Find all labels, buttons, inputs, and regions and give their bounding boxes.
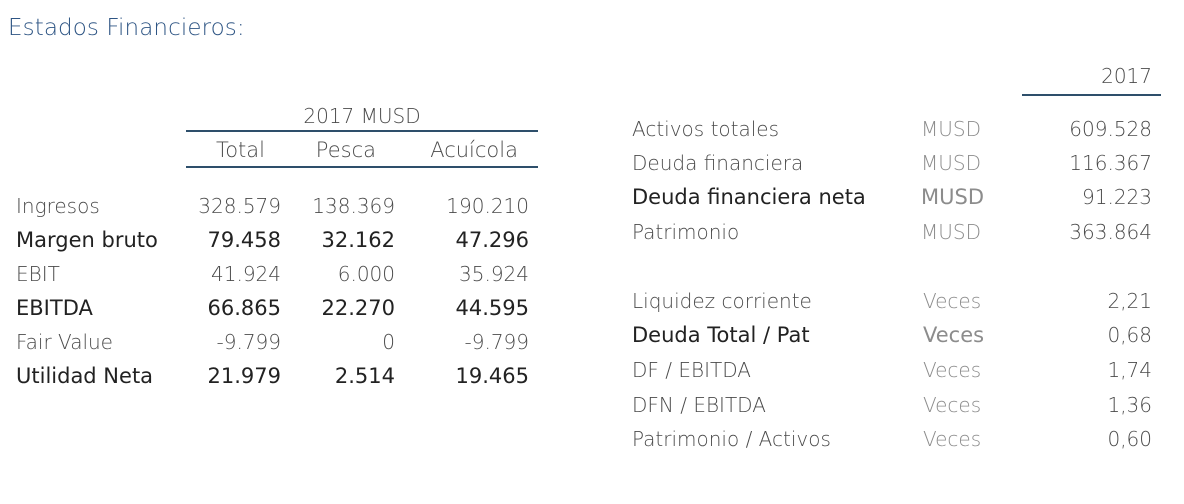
row-label: Utilidad Neta: [16, 364, 154, 388]
indicator-label: Patrimonio: [632, 220, 740, 244]
cell-total: 41.924: [211, 262, 281, 286]
cell-total: 66.865: [207, 296, 281, 320]
cell-total: 328.579: [198, 194, 281, 218]
page-title: Estados Financieros:: [8, 15, 245, 41]
row-label: Fair Value: [16, 330, 113, 354]
column-header-pesca: Pesca: [315, 138, 376, 162]
ratio-unit: Veces: [923, 358, 982, 382]
ratio-label: Liquidez corriente: [632, 289, 812, 313]
group-header: 2017 MUSD: [303, 104, 421, 128]
ratio-label: Patrimonio / Activos: [632, 427, 831, 451]
row-label: EBIT: [16, 262, 60, 286]
column-header-divider: [186, 166, 538, 168]
year-header-divider: [1022, 94, 1161, 96]
cell-total: 21.979: [207, 364, 281, 388]
indicator-value: 363.864: [1069, 220, 1152, 244]
ratio-unit: Veces: [923, 289, 982, 313]
indicator-unit: MUSD: [921, 185, 984, 209]
ratio-value: 2,21: [1107, 289, 1152, 313]
cell-pesca: 0: [382, 330, 395, 354]
indicator-label: Activos totales: [632, 117, 780, 141]
header-divider: [186, 130, 538, 132]
cell-pesca: 22.270: [321, 296, 395, 320]
ratio-value: 1,74: [1107, 358, 1152, 382]
indicator-value: 116.367: [1069, 151, 1152, 175]
row-label: EBITDA: [16, 296, 93, 320]
row-label: Margen bruto: [16, 228, 158, 252]
indicator-value: 91.223: [1082, 185, 1152, 209]
column-header-total: Total: [215, 138, 265, 162]
ratio-value: 0,60: [1107, 427, 1152, 451]
indicator-label: Deuda financiera: [632, 151, 804, 175]
ratio-unit: Veces: [923, 323, 985, 347]
cell-pesca: 138.369: [312, 194, 395, 218]
indicator-unit: MUSD: [921, 151, 981, 175]
cell-acuicola: 35.924: [459, 262, 529, 286]
indicator-unit: MUSD: [921, 220, 981, 244]
ratio-label: DFN / EBITDA: [632, 393, 766, 417]
cell-acuicola: -9.799: [464, 330, 529, 354]
cell-acuicola: 19.465: [455, 364, 529, 388]
ratio-value: 1,36: [1107, 393, 1152, 417]
cell-acuicola: 44.595: [455, 296, 529, 320]
column-header-acuicola: Acuícola: [430, 138, 518, 162]
row-label: Ingresos: [16, 194, 100, 218]
cell-total: 79.458: [207, 228, 281, 252]
cell-pesca: 2.514: [334, 364, 395, 388]
year-header: 2017: [1101, 64, 1152, 88]
indicator-value: 609.528: [1069, 117, 1152, 141]
cell-total: -9.799: [216, 330, 281, 354]
indicator-unit: MUSD: [921, 117, 981, 141]
cell-pesca: 32.162: [321, 228, 395, 252]
ratio-unit: Veces: [923, 393, 982, 417]
cell-acuicola: 47.296: [455, 228, 529, 252]
cell-pesca: 6.000: [337, 262, 395, 286]
cell-acuicola: 190.210: [446, 194, 529, 218]
ratio-label: Deuda Total / Pat: [632, 323, 810, 347]
indicator-label: Deuda financiera neta: [632, 185, 866, 209]
ratio-label: DF / EBITDA: [632, 358, 751, 382]
ratio-value: 0,68: [1107, 323, 1152, 347]
ratio-unit: Veces: [923, 427, 982, 451]
